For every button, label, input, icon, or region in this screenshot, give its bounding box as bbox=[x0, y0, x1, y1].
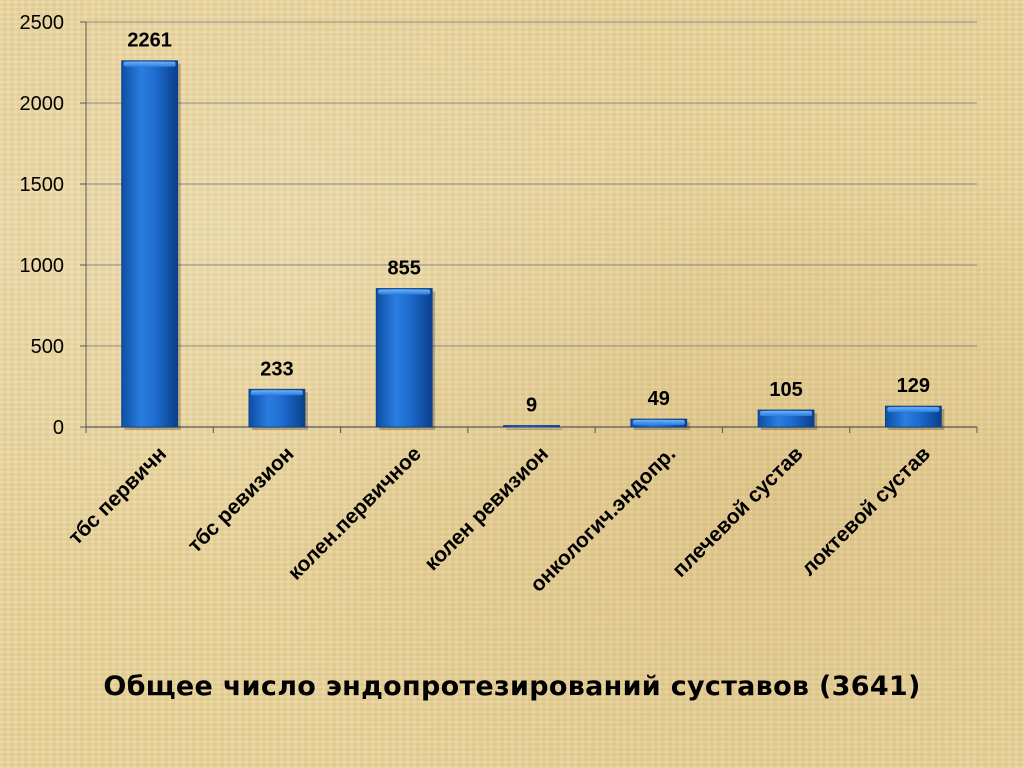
chart-title: Общее число эндопротезирований суставов … bbox=[103, 671, 921, 702]
y-tick-label: 2000 bbox=[20, 93, 65, 115]
data-label: 855 bbox=[388, 257, 421, 279]
y-tick-label: 1500 bbox=[20, 174, 65, 196]
bars bbox=[121, 60, 945, 431]
gridlines bbox=[86, 21, 977, 428]
bar bbox=[375, 288, 436, 430]
y-tick-label: 2500 bbox=[20, 12, 65, 34]
data-label: 105 bbox=[769, 379, 802, 401]
x-category-label: колен ревизион bbox=[420, 442, 553, 575]
data-label: 49 bbox=[648, 388, 670, 410]
bar bbox=[121, 60, 181, 431]
data-labels: 2261 233 855 9 49 105 129 bbox=[127, 30, 930, 417]
bar-highlight bbox=[378, 289, 431, 295]
bar-body bbox=[375, 288, 433, 428]
x-category-label: плечевой сустав bbox=[668, 442, 808, 582]
bar bbox=[884, 405, 945, 430]
bar-highlight bbox=[887, 407, 940, 413]
x-category-label: тбс первичн bbox=[64, 442, 171, 549]
bar-body bbox=[503, 425, 560, 428]
y-tick-label: 0 bbox=[53, 417, 64, 439]
bar bbox=[503, 425, 563, 430]
y-tick-label: 1000 bbox=[20, 255, 65, 277]
bar bbox=[757, 409, 818, 430]
bar-shadow bbox=[506, 428, 563, 430]
y-tick-labels: 0 500 1000 1500 2000 2500 bbox=[20, 12, 65, 439]
x-category-label: онкологич.эндопр. bbox=[526, 442, 680, 596]
bar-highlight bbox=[760, 410, 813, 416]
axes bbox=[80, 21, 978, 433]
bar-highlight bbox=[123, 61, 176, 67]
x-category-label: локтевой сустав bbox=[797, 442, 935, 580]
bar-highlight bbox=[250, 390, 303, 396]
bar-highlight bbox=[632, 420, 685, 426]
x-category-label: колен.первичное bbox=[283, 442, 425, 584]
x-category-labels: тбс первичн тбс ревизионколен.первичноеко… bbox=[64, 442, 935, 597]
data-label: 129 bbox=[897, 375, 930, 397]
data-label: 233 bbox=[260, 358, 293, 380]
x-category-label: тбс ревизион bbox=[183, 442, 298, 557]
bar-body bbox=[121, 60, 179, 428]
bar bbox=[248, 388, 308, 430]
bar bbox=[630, 418, 690, 430]
data-label: 2261 bbox=[127, 30, 172, 52]
data-label: 9 bbox=[526, 395, 537, 417]
y-tick-label: 500 bbox=[31, 336, 64, 358]
bar-body bbox=[248, 388, 306, 428]
